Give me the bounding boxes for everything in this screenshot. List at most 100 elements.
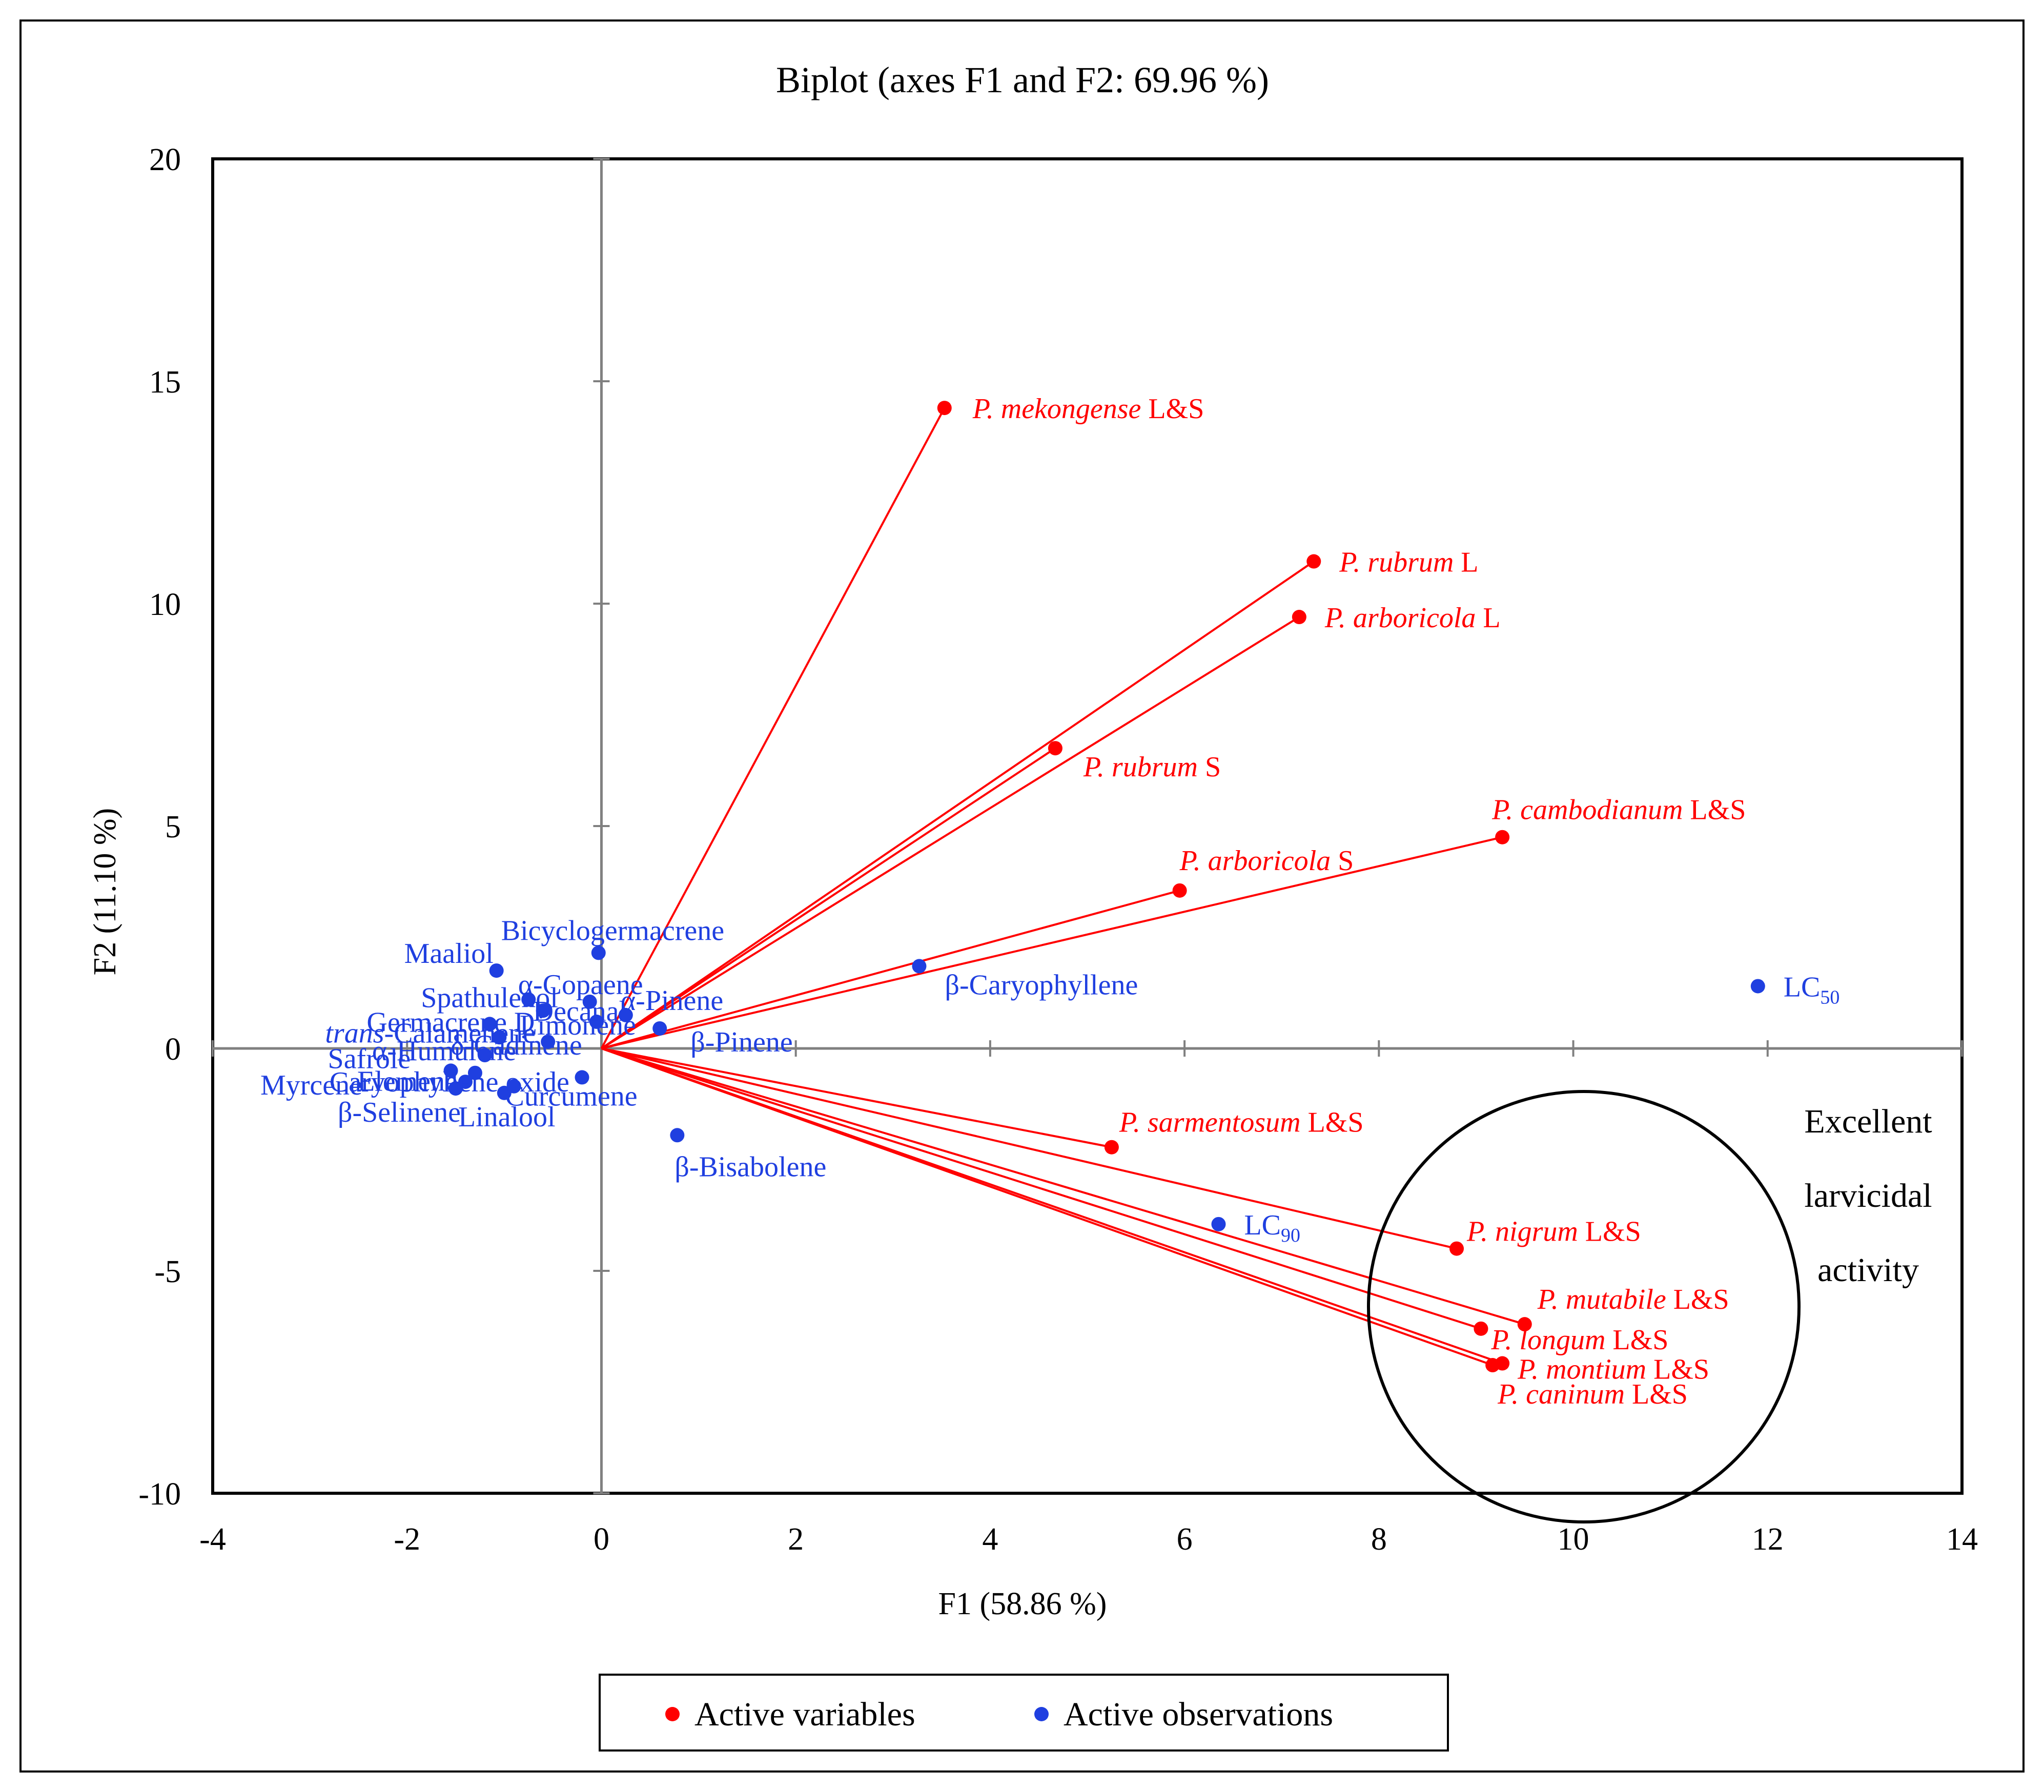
- x-tick-label: 2: [788, 1522, 804, 1557]
- variable-vector: [601, 747, 1056, 1049]
- plot-area-frame: [211, 157, 1964, 1495]
- variable-label-species: P. montium: [1517, 1354, 1646, 1386]
- x-tick-label: 14: [1946, 1522, 1978, 1557]
- variable-label-species: P. rubrum: [1339, 547, 1454, 579]
- observation-point: [482, 1017, 497, 1032]
- observation-point: [492, 1030, 507, 1045]
- observation-label: Safrole: [328, 1043, 411, 1075]
- observation-point: [589, 1014, 604, 1029]
- variable-label-species: P. caninum: [1497, 1378, 1625, 1410]
- legend-box: [599, 1674, 1449, 1752]
- observation-label-text: Linalool: [458, 1101, 556, 1133]
- observation-label: Myrcene: [260, 1069, 362, 1101]
- observation-label-text: β-Caryophyllene: [945, 969, 1138, 1001]
- variable-vector: [601, 1047, 1457, 1250]
- legend-label-observations: Active observations: [1064, 1696, 1333, 1733]
- observation-point: [521, 992, 536, 1007]
- variable-label-part: L&S: [1605, 1324, 1668, 1356]
- variable-vector: [601, 889, 1180, 1049]
- observation-label-text: Decanal: [533, 996, 627, 1027]
- observation-label-subscript: 90: [1281, 1225, 1300, 1246]
- observation-point: [1750, 979, 1765, 994]
- observation-point: [536, 1003, 550, 1018]
- x-tick-label: 8: [1371, 1522, 1387, 1557]
- observation-label: β-Selinene: [338, 1097, 461, 1128]
- x-tick-label: 4: [982, 1522, 998, 1557]
- legend-label-variables: Active variables: [694, 1696, 915, 1733]
- observation-label-text: Safrole: [328, 1043, 411, 1075]
- annotation-line-3: activity: [1817, 1251, 1919, 1289]
- observation-label: β-Bisabolene: [674, 1151, 826, 1183]
- observation-point: [489, 963, 504, 978]
- variable-vector: [601, 1047, 1112, 1148]
- variable-label: P. cambodianum L&S: [1491, 794, 1746, 826]
- observation-label-text: α-Copaene: [518, 969, 643, 1001]
- observation-label: LC50: [1784, 971, 1840, 1008]
- x-tick-label: 0: [594, 1522, 609, 1557]
- variable-label-species: P. cambodianum: [1491, 794, 1683, 826]
- observation-label-text: δ-Cadinene: [451, 1029, 582, 1061]
- observation-label-text: Bicyclogermacrene: [501, 915, 724, 946]
- variable-vector: [601, 616, 1300, 1049]
- variable-label-species: P. nigrum: [1466, 1216, 1578, 1248]
- variable-label: P. longum L&S: [1490, 1324, 1668, 1356]
- y-tick-label: 10: [149, 587, 181, 622]
- variable-label-part: L&S: [1666, 1284, 1729, 1315]
- observation-label: Germacrene D: [366, 1006, 535, 1038]
- variable-label: P. sarmentosum L&S: [1119, 1107, 1364, 1139]
- observation-label: α-Humulene: [372, 1035, 516, 1067]
- observation-label-text: Calamenene: [394, 1017, 536, 1049]
- variable-label-species: P. mutabile: [1537, 1284, 1666, 1315]
- variable-label-part: S: [1331, 845, 1354, 877]
- observation-label-dash: -: [384, 1017, 394, 1049]
- observation-label-text: LC: [1244, 1209, 1281, 1241]
- observation-label: Spathulenol: [421, 982, 558, 1014]
- variable-label-species: P. sarmentosum: [1119, 1107, 1301, 1139]
- variable-label: P. montium L&S: [1517, 1354, 1709, 1386]
- variable-label-part: L&S: [1625, 1378, 1688, 1410]
- observation-label: δ-Cadinene: [451, 1029, 582, 1061]
- observation-label-text: α-Humulene: [372, 1035, 516, 1067]
- observation-point: [582, 994, 597, 1009]
- observation-label-subscript: 50: [1820, 986, 1839, 1008]
- vector-layer: [600, 407, 1525, 1366]
- observation-point: [443, 1063, 458, 1078]
- observation-label-text: β-Pinene: [690, 1026, 793, 1058]
- outer-frame: [19, 19, 2025, 1773]
- variable-label-part: L&S: [1578, 1216, 1641, 1248]
- observation-label: LC90: [1244, 1209, 1300, 1246]
- variable-label-part: L&S: [1646, 1354, 1709, 1386]
- variable-vector: [601, 1047, 1493, 1366]
- observation-label: Elemene: [357, 1066, 458, 1098]
- observation-label-text: Elemene: [357, 1066, 458, 1098]
- variable-point: [1474, 1321, 1488, 1336]
- variable-vector: [600, 407, 946, 1049]
- observation-label-prefix: trans: [325, 1017, 384, 1049]
- variable-vector: [601, 560, 1315, 1049]
- variable-vector: [601, 836, 1503, 1049]
- variable-label-species: P. rubrum: [1083, 751, 1198, 783]
- observation-label: α-Pinene: [621, 985, 723, 1017]
- variable-point: [1306, 554, 1321, 569]
- variable-label-part: L&S: [1301, 1107, 1364, 1139]
- observation-point: [618, 1007, 633, 1022]
- observation-label-text: β-Bisabolene: [674, 1151, 826, 1183]
- observation-label: Curcumene: [505, 1080, 638, 1112]
- y-tick-label: 0: [165, 1032, 181, 1067]
- variable-point: [1048, 741, 1062, 756]
- observation-label: trans-Calamenene: [325, 1017, 536, 1049]
- observation-label: α-Copaene: [518, 969, 643, 1001]
- observation-label: Limonene: [520, 1010, 636, 1041]
- variable-label-part: L: [1476, 602, 1500, 634]
- observation-label: β-Pinene: [690, 1026, 793, 1058]
- y-axis-title: F2 (11.10 %): [88, 808, 122, 976]
- observation-label-text: Curcumene: [505, 1080, 638, 1112]
- point-layer: [443, 401, 1765, 1373]
- legend: Active variables Active observations: [599, 1674, 1449, 1752]
- observation-label-text: Maaliol: [404, 938, 494, 970]
- excellent-activity-circle: [1367, 1090, 1801, 1523]
- observation-label-text: Myrcene: [260, 1069, 362, 1101]
- x-tick-label: 6: [1177, 1522, 1193, 1557]
- chart-title: Biplot (axes F1 and F2: 69.96 %): [776, 59, 1269, 100]
